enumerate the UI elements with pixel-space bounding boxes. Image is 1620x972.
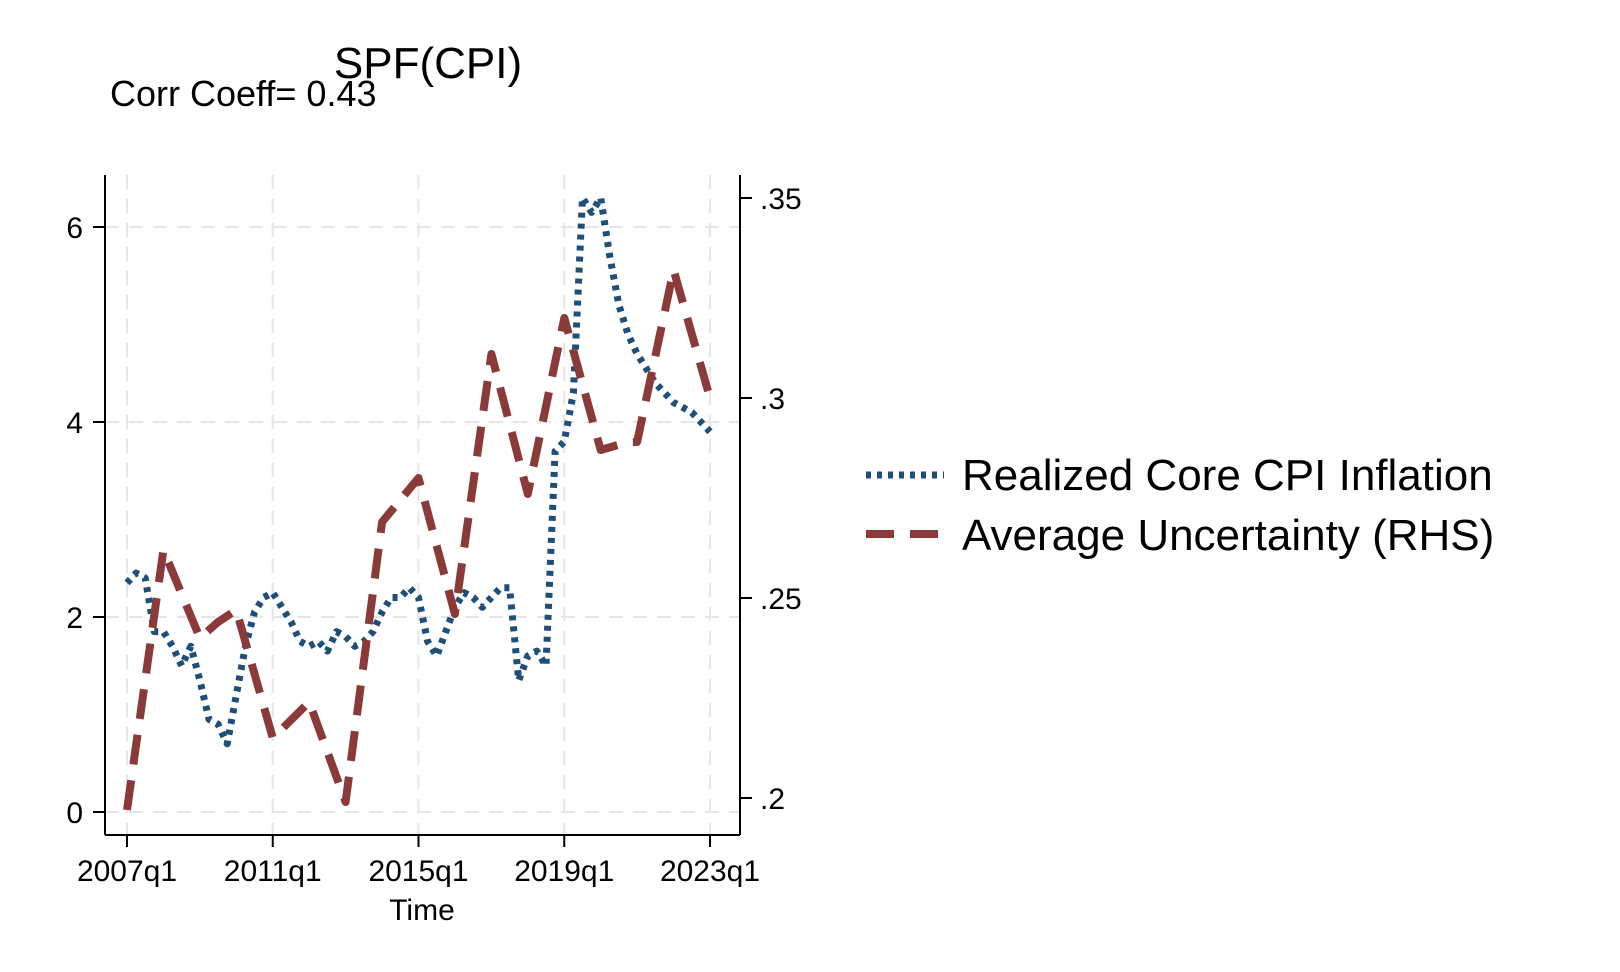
legend-label-uncertainty: Average Uncertainty (RHS) <box>962 511 1494 560</box>
series-average-uncertainty-line <box>123 266 714 811</box>
y-right-tick-label-0: .2 <box>760 783 785 816</box>
axes <box>104 175 741 836</box>
chart-title: SPF(CPI) <box>334 39 522 88</box>
y-right-tick-label-2: .3 <box>760 383 785 416</box>
y-right-tick-label-1: .25 <box>760 583 802 616</box>
legend-label-realized: Realized Core CPI Inflation <box>962 451 1493 500</box>
legend: Realized Core CPI Inflation Average Unce… <box>866 451 1494 560</box>
y-left-tick-label-1: 2 <box>66 602 83 635</box>
x-tick-label-0: 2007q1 <box>77 855 177 888</box>
chart-subtitle: Corr Coeff= 0.43 <box>110 73 376 114</box>
ticks: 2007q1 2011q1 2015q1 2019q1 2023q1 0 2 4 6 .2 .25.… <box>66 183 801 888</box>
y-left-tick-label-0: 0 <box>66 797 83 830</box>
series-layer <box>123 194 714 811</box>
y-left-tick-label-2: 4 <box>66 407 83 440</box>
grid <box>105 175 740 835</box>
series-realized-core-cpi-line <box>124 194 713 748</box>
x-tick-label-1: 2011q1 <box>224 855 322 888</box>
x-tick-label-4: 2023q1 <box>660 855 760 888</box>
x-axis-label: Time <box>389 894 455 927</box>
x-tick-label-2: 2015q1 <box>368 855 468 888</box>
x-tick-label-3: 2019q1 <box>514 855 614 888</box>
y-left-tick-label-3: 6 <box>66 212 83 245</box>
y-right-tick-label-3: .35 <box>760 183 802 216</box>
